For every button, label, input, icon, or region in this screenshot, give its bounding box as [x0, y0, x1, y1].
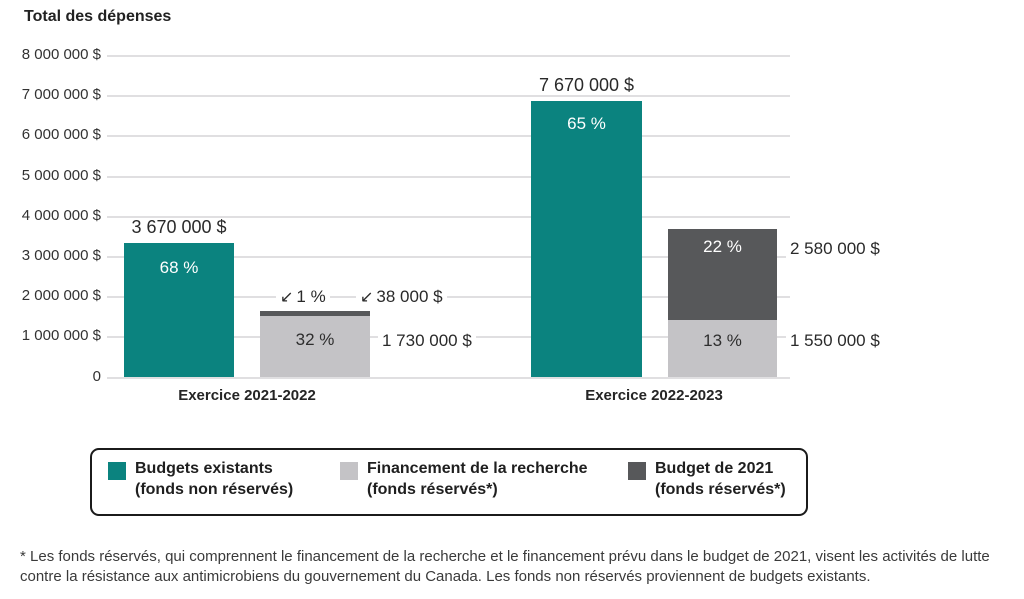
- chart-title: Total des dépenses: [24, 8, 172, 25]
- gridline: [107, 176, 790, 178]
- legend-label-line1: Financement de la recherche: [367, 460, 588, 477]
- gridline: [107, 55, 790, 57]
- bar-segment-teal: [124, 243, 234, 377]
- teal-swatch-icon: [108, 462, 126, 480]
- footnote-line2: contre la résistance aux antimicrobiens …: [20, 568, 871, 585]
- bar-segment-dark: [668, 229, 777, 320]
- gridline: [107, 216, 790, 218]
- arrow-down-left-icon: ↙: [360, 289, 374, 306]
- bar-pct-label: 65 %: [567, 114, 606, 133]
- y-axis-tick-label: 0: [92, 368, 101, 385]
- footnote-line1: * Les fonds réservés, qui comprennent le…: [20, 548, 990, 565]
- gridline: [107, 95, 790, 97]
- bar-segment-gray: [260, 316, 370, 377]
- legend-item-label: Budgets existants (fonds non réservés): [135, 458, 293, 500]
- legend-label-line1: Budgets existants: [135, 460, 273, 477]
- footnote: * Les fonds réservés, qui comprennent le…: [20, 547, 1020, 587]
- y-axis-tick-label: 4 000 000 $: [21, 207, 101, 224]
- callout-label: ↙ 38 000 $: [356, 287, 447, 308]
- bar-pct-label: 32 %: [295, 330, 335, 349]
- legend-item-label: Budget de 2021 (fonds réservés*): [655, 458, 786, 500]
- callout-text: 38 000 $: [376, 287, 443, 306]
- legend-label-line2: (fonds réservés*): [367, 481, 498, 498]
- gridline: [107, 377, 790, 379]
- legend-label-line1: Budget de 2021: [655, 460, 774, 477]
- gridline: [107, 256, 790, 258]
- category-label: Exercice 2022-2023: [585, 387, 723, 404]
- light-gray-swatch-icon: [340, 462, 358, 480]
- legend-label-line2: (fonds réservés*): [655, 481, 786, 498]
- legend: Budgets existants (fonds non réservés) F…: [90, 448, 808, 516]
- gridline: [107, 135, 790, 137]
- arrow-down-left-icon: ↙: [280, 289, 294, 306]
- side-value-label: 1 550 000 $: [786, 331, 884, 351]
- y-axis-tick-label: 6 000 000 $: [21, 126, 101, 143]
- legend-item-label: Financement de la recherche (fonds réser…: [367, 458, 588, 500]
- y-axis-tick-label: 5 000 000 $: [21, 167, 101, 184]
- side-value-label: 2 580 000 $: [786, 239, 884, 259]
- bar-value-label: 7 670 000 $: [538, 75, 635, 95]
- y-axis-tick-label: 1 000 000 $: [21, 327, 101, 344]
- y-axis-tick-label: 8 000 000 $: [21, 46, 101, 63]
- callout-label: ↙ 1 %: [276, 287, 330, 308]
- bar-pct-label: 68 %: [159, 258, 199, 277]
- side-value-label: 1 730 000 $: [378, 331, 476, 351]
- gridline: [107, 296, 790, 298]
- y-axis-tick-label: 2 000 000 $: [21, 287, 101, 304]
- bar-pct-label: 22 %: [703, 237, 742, 256]
- y-axis-tick-label: 7 000 000 $: [21, 86, 101, 103]
- bar-segment-gray: [668, 320, 777, 377]
- bar-segment-teal: [531, 101, 642, 377]
- category-label: Exercice 2021-2022: [178, 387, 316, 404]
- callout-text: 1 %: [296, 287, 326, 306]
- y-axis-tick-label: 3 000 000 $: [21, 247, 101, 264]
- legend-label-line2: (fonds non réservés): [135, 481, 294, 498]
- bar-pct-label: 13 %: [703, 331, 742, 350]
- bar-value-label: 3 670 000 $: [131, 217, 227, 237]
- bar-segment-dark: [260, 311, 370, 316]
- dark-gray-swatch-icon: [628, 462, 646, 480]
